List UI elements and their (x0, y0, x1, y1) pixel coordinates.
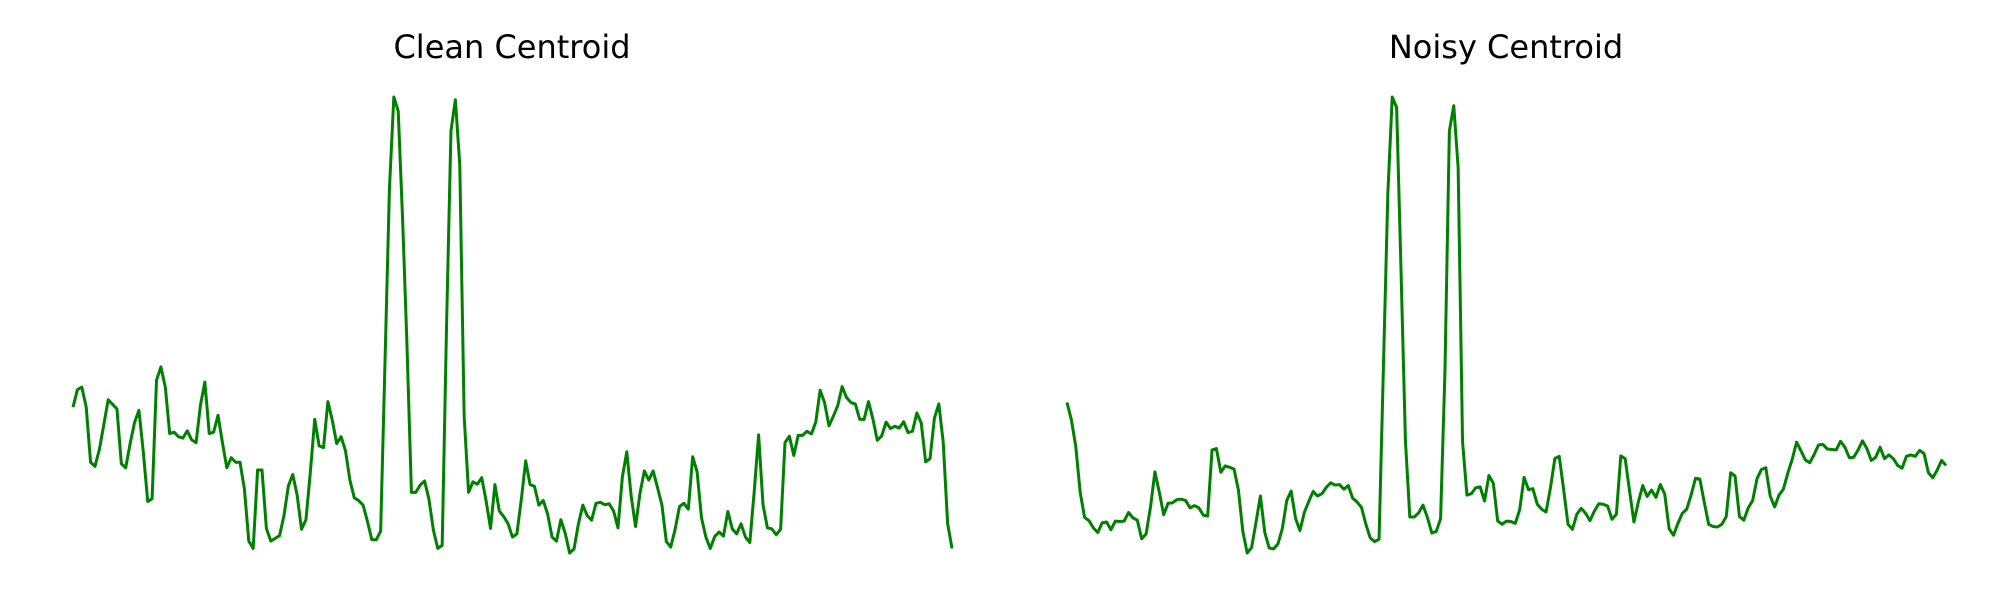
clean-centroid-series-line (71, 95, 954, 555)
noisy-centroid-title: Noisy Centroid (1389, 28, 1623, 66)
clean-centroid-panel: Clean Centroid (71, 28, 954, 555)
noisy-centroid-series-line (1065, 95, 1948, 555)
clean-centroid-title: Clean Centroid (393, 28, 630, 66)
noisy-centroid-panel: Noisy Centroid (1065, 28, 1948, 555)
